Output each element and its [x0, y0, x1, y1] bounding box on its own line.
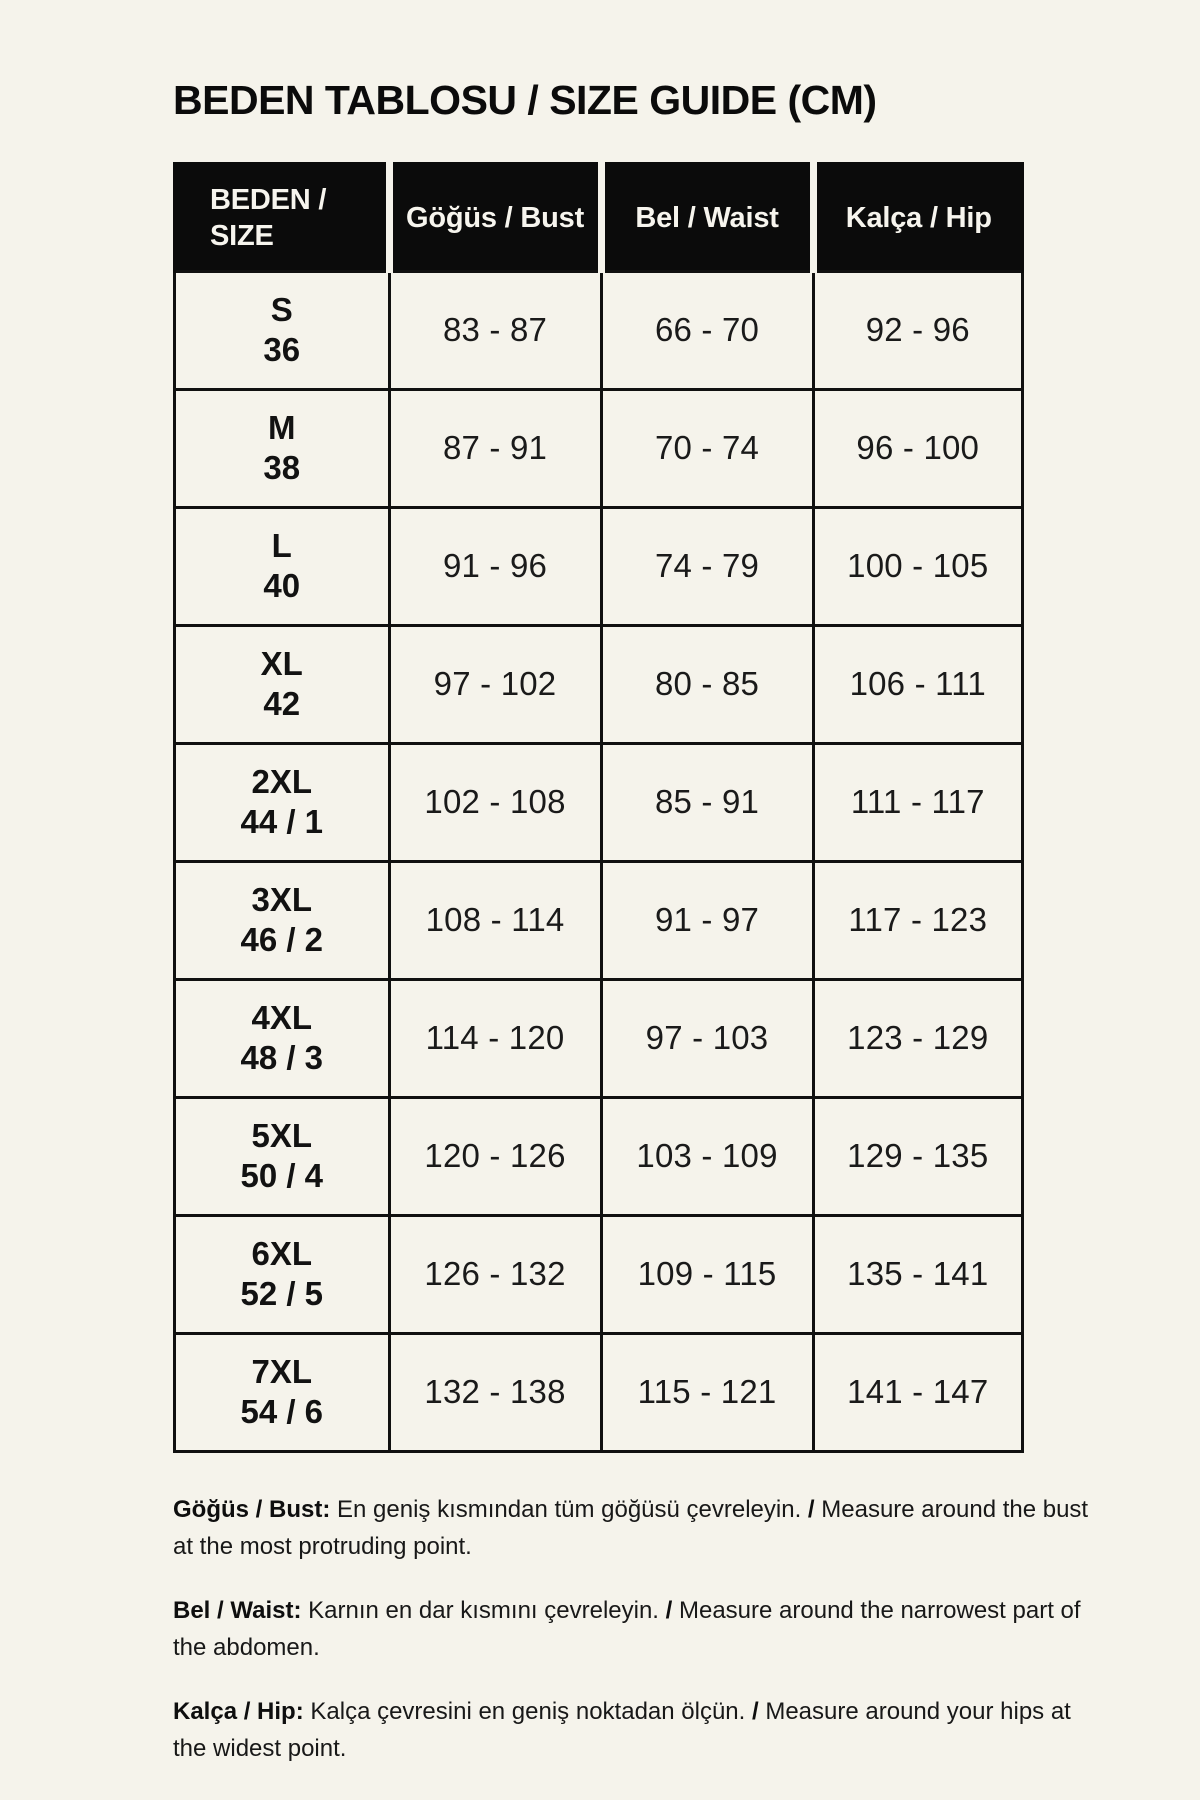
size-cell: 2XL 44 / 1	[173, 741, 391, 863]
table-header-row: BEDEN / SIZE Göğüs / Bust Bel / Waist Ka…	[173, 162, 1025, 271]
waist-cell: 91 - 97	[599, 859, 815, 981]
note-waist-separator: /	[665, 1596, 673, 1624]
bust-cell: 102 - 108	[387, 741, 603, 863]
note-bust: Göğüs / Bust: En geniş kısmından tüm göğ…	[173, 1491, 1108, 1565]
size-cell: 6XL 52 / 5	[173, 1213, 391, 1335]
bust-cell: 114 - 120	[387, 977, 603, 1099]
hip-cell: 96 - 100	[811, 387, 1025, 509]
note-hip: Kalça / Hip: Kalça çevresini en geniş no…	[173, 1693, 1108, 1767]
note-hip-separator: /	[752, 1697, 759, 1725]
note-waist-english: Measure around the narrowest part of the…	[173, 1596, 1081, 1661]
table-row: 3XL 46 / 2 108 - 114 91 - 97 117 - 123	[173, 859, 1025, 981]
bust-cell: 83 - 87	[387, 269, 603, 391]
bust-cell: 126 - 132	[387, 1213, 603, 1335]
hip-cell: 135 - 141	[811, 1213, 1025, 1335]
note-bust-label: Göğüs / Bust:	[173, 1495, 331, 1523]
size-cell: L 40	[173, 505, 391, 627]
table-row: 4XL 48 / 3 114 - 120 97 - 103 123 - 129	[173, 977, 1025, 1099]
table-row: 6XL 52 / 5 126 - 132 109 - 115 135 - 141	[173, 1213, 1025, 1335]
hip-cell: 141 - 147	[811, 1331, 1025, 1453]
note-waist-turkish: Karnın en dar kısmını çevreleyin.	[308, 1596, 659, 1624]
bust-cell: 108 - 114	[387, 859, 603, 981]
hip-cell: 106 - 111	[811, 623, 1025, 745]
table-row: S 36 83 - 87 66 - 70 92 - 96	[173, 269, 1025, 391]
bust-cell: 87 - 91	[387, 387, 603, 509]
note-bust-english: Measure around the bust at the most prot…	[173, 1495, 1089, 1560]
note-hip-english: Measure around your hips at the widest p…	[173, 1697, 1071, 1762]
waist-cell: 97 - 103	[599, 977, 815, 1099]
size-cell: 7XL 54 / 6	[173, 1331, 391, 1453]
page-title: BEDEN TABLOSU / SIZE GUIDE (CM)	[173, 77, 877, 123]
header-bust: Göğüs / Bust	[385, 162, 605, 271]
hip-cell: 123 - 129	[811, 977, 1025, 1099]
note-bust-turkish: En geniş kısmından tüm göğüsü çevreleyin…	[337, 1495, 802, 1523]
hip-cell: 129 - 135	[811, 1095, 1025, 1217]
header-beden-size: BEDEN / SIZE	[173, 162, 393, 271]
waist-cell: 70 - 74	[599, 387, 815, 509]
bust-cell: 91 - 96	[387, 505, 603, 627]
table-row: L 40 91 - 96 74 - 79 100 - 105	[173, 505, 1025, 627]
table-row: 5XL 50 / 4 120 - 126 103 - 109 129 - 135	[173, 1095, 1025, 1217]
hip-cell: 117 - 123	[811, 859, 1025, 981]
note-waist: Bel / Waist: Karnın en dar kısmını çevre…	[173, 1592, 1108, 1666]
waist-cell: 103 - 109	[599, 1095, 815, 1217]
header-waist: Bel / Waist	[597, 162, 817, 271]
note-hip-turkish: Kalça çevresini en geniş noktadan ölçün.	[310, 1697, 746, 1725]
header-hip: Kalça / Hip	[809, 162, 1025, 271]
waist-cell: 109 - 115	[599, 1213, 815, 1335]
table-row: 7XL 54 / 6 132 - 138 115 - 121 141 - 147	[173, 1331, 1025, 1453]
hip-cell: 100 - 105	[811, 505, 1025, 627]
table-row: 2XL 44 / 1 102 - 108 85 - 91 111 - 117	[173, 741, 1025, 863]
waist-cell: 85 - 91	[599, 741, 815, 863]
note-waist-label: Bel / Waist:	[173, 1596, 302, 1624]
measurement-notes: Göğüs / Bust: En geniş kısmından tüm göğ…	[173, 1491, 1108, 1767]
bust-cell: 132 - 138	[387, 1331, 603, 1453]
size-cell: S 36	[173, 269, 391, 391]
table-row: XL 42 97 - 102 80 - 85 106 - 111	[173, 623, 1025, 745]
waist-cell: 74 - 79	[599, 505, 815, 627]
waist-cell: 115 - 121	[599, 1331, 815, 1453]
hip-cell: 92 - 96	[811, 269, 1025, 391]
table-row: M 38 87 - 91 70 - 74 96 - 100	[173, 387, 1025, 509]
note-hip-label: Kalça / Hip:	[173, 1697, 304, 1725]
size-cell: 5XL 50 / 4	[173, 1095, 391, 1217]
note-bust-separator: /	[807, 1495, 815, 1523]
size-cell: M 38	[173, 387, 391, 509]
size-cell: 4XL 48 / 3	[173, 977, 391, 1099]
bust-cell: 120 - 126	[387, 1095, 603, 1217]
hip-cell: 111 - 117	[811, 741, 1025, 863]
bust-cell: 97 - 102	[387, 623, 603, 745]
waist-cell: 66 - 70	[599, 269, 815, 391]
size-guide-table: BEDEN / SIZE Göğüs / Bust Bel / Waist Ka…	[173, 162, 1025, 1453]
size-cell: XL 42	[173, 623, 391, 745]
size-cell: 3XL 46 / 2	[173, 859, 391, 981]
waist-cell: 80 - 85	[599, 623, 815, 745]
